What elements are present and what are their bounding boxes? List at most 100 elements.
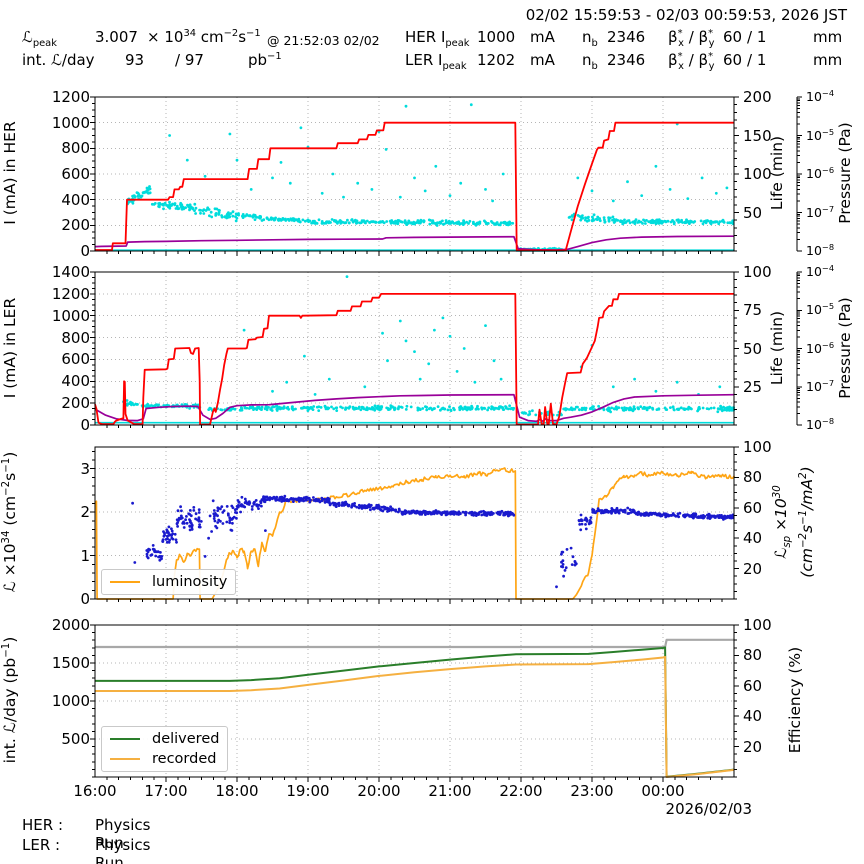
pressure-tick-label: 10−5 xyxy=(806,126,835,143)
x-axis-date-label: 2026/02/03 xyxy=(665,800,752,818)
legend-item-delivered: delivered xyxy=(110,729,219,749)
lpeak-timestamp: @ 21:52:03 02/02 xyxy=(267,33,380,48)
pressure-tick-label: 10−6 xyxy=(806,164,835,181)
series-luminosity xyxy=(94,467,735,600)
y-tick-label: 1000 xyxy=(51,306,90,325)
recorded-line-sample xyxy=(110,758,140,760)
her-betax-value: 60 xyxy=(723,28,743,46)
y-tick-label: 1 xyxy=(80,546,90,565)
series-her-lifetime xyxy=(126,103,735,252)
right-tick-label: 200 xyxy=(743,88,772,106)
pressure-tick-label: 10−5 xyxy=(806,301,835,318)
intl-delivered-value: / 97 xyxy=(175,51,204,69)
x-tick-label: 00:00 xyxy=(641,782,685,800)
y-tick-label: 400 xyxy=(61,190,90,209)
right-tick-label: 60 xyxy=(743,498,763,517)
y-tick-label: 1400 xyxy=(51,263,90,281)
y-tick-label: 600 xyxy=(61,165,90,183)
ler-ipeak-label: LER Ipeak xyxy=(405,51,467,72)
legend-label: recorded xyxy=(152,751,217,767)
y-tick-label: 1000 xyxy=(51,692,90,710)
right-tick-label: 80 xyxy=(743,468,763,487)
her-ipeak-label: HER Ipeak xyxy=(405,28,470,49)
intl-recorded-value: 93 xyxy=(125,51,145,69)
y-tick-label: 800 xyxy=(61,328,90,347)
y-tick-label: 0 xyxy=(80,242,90,260)
ler-run-label: LER : xyxy=(22,836,61,854)
y-tick-label: 2000 xyxy=(51,616,90,634)
y-tick-label: 1500 xyxy=(51,654,90,672)
ler-ipeak-unit: mA xyxy=(530,51,555,69)
lpeak-value: 3.007 xyxy=(95,28,138,46)
ler-nb-label: nb xyxy=(582,51,598,72)
pressure-tick-label: 10−4 xyxy=(806,87,835,104)
ler-betay-value: / 1 xyxy=(747,51,767,69)
page-title: 02/02 15:59:53 - 02/03 00:59:53, 2026 JS… xyxy=(525,6,847,24)
ler-betax-value: 60 xyxy=(723,51,743,69)
x-tick-label: 18:00 xyxy=(215,782,259,800)
her-run-mode: HER : Physics Run xyxy=(22,816,150,852)
pressure-tick-label: 10−7 xyxy=(806,377,835,394)
right-tick-label: 100 xyxy=(743,616,772,634)
pressure-tick-label: 10−8 xyxy=(806,415,835,432)
legend-item-recorded: recorded xyxy=(110,749,219,769)
series-ler-pressure xyxy=(94,393,735,423)
series-delivered xyxy=(95,646,735,778)
y-tick-label: 800 xyxy=(61,139,90,158)
right-tick-label: 80 xyxy=(743,646,763,665)
y-tick-label: 2 xyxy=(80,503,90,522)
her-run-label: HER : xyxy=(22,816,64,834)
y-tick-label: 500 xyxy=(61,730,90,748)
her-nb-label: nb xyxy=(582,28,598,49)
her-ipeak-unit: mA xyxy=(530,28,555,46)
x-tick-label: 21:00 xyxy=(428,782,472,800)
ler-run-mode: LER : Physics Run xyxy=(22,836,150,864)
x-tick-label: 23:00 xyxy=(570,782,614,800)
y-axis-label: int. ℒ/day (pb−1) xyxy=(0,636,19,764)
series-her-current xyxy=(95,121,734,252)
x-tick-label: 20:00 xyxy=(357,782,401,800)
her-betay-value: / 1 xyxy=(747,28,767,46)
y-tick-label: 1200 xyxy=(51,88,90,106)
ler-nb-value: 2346 xyxy=(607,51,646,69)
y-tick-label: 0 xyxy=(80,416,90,434)
series-recorded xyxy=(95,655,735,778)
right-tick-label: 50 xyxy=(743,339,763,358)
right-tick-label: 75 xyxy=(743,301,763,320)
pressure-tick-label: 10−7 xyxy=(806,203,835,220)
intl-unit: pb−1 xyxy=(248,51,282,69)
right-tick-label: 20 xyxy=(743,559,763,578)
right-tick-label: 100 xyxy=(743,263,772,281)
lpeak-units: × 1034 cm−2s−1 xyxy=(147,28,261,46)
x-tick-label: 19:00 xyxy=(286,782,330,800)
series-ler-current xyxy=(94,292,734,426)
ler-ipeak-value: 1202 xyxy=(477,51,516,69)
y-tick-label: 600 xyxy=(61,350,90,369)
ler-beta-label: β*x / β*y xyxy=(668,51,715,72)
lpeak-label: ℒpeak xyxy=(22,28,57,49)
integrated-luminosity-legend: delivered recorded xyxy=(101,726,229,772)
legend-item-luminosity: luminosity xyxy=(110,572,227,592)
y-tick-label: 400 xyxy=(61,372,90,391)
y-tick-label: 3 xyxy=(80,459,90,478)
delivered-line-sample xyxy=(110,738,140,740)
ler-beta-unit: mm xyxy=(813,51,843,69)
pressure-tick-label: 10−4 xyxy=(806,262,835,279)
x-tick-label: 17:00 xyxy=(144,782,188,800)
right-tick-label: 50 xyxy=(743,203,763,222)
her-nb-value: 2346 xyxy=(607,28,646,46)
her-beta-label: β*x / β*y xyxy=(668,28,715,49)
series-her-pressure xyxy=(94,235,735,251)
right-tick-label: 25 xyxy=(743,377,763,396)
right-tick-label: 60 xyxy=(743,676,763,695)
y-tick-label: 200 xyxy=(61,394,90,413)
x-tick-label: 22:00 xyxy=(499,782,543,800)
her-run-value: Physics Run xyxy=(95,816,151,852)
intl-label: int. ℒ/day xyxy=(22,51,95,69)
pressure-tick-label: 10−6 xyxy=(806,339,835,356)
y-tick-label: 0 xyxy=(80,590,90,608)
luminosity-line-sample xyxy=(110,581,140,583)
series-specific-luminosity xyxy=(131,494,735,589)
luminosity-legend: luminosity xyxy=(101,569,237,595)
